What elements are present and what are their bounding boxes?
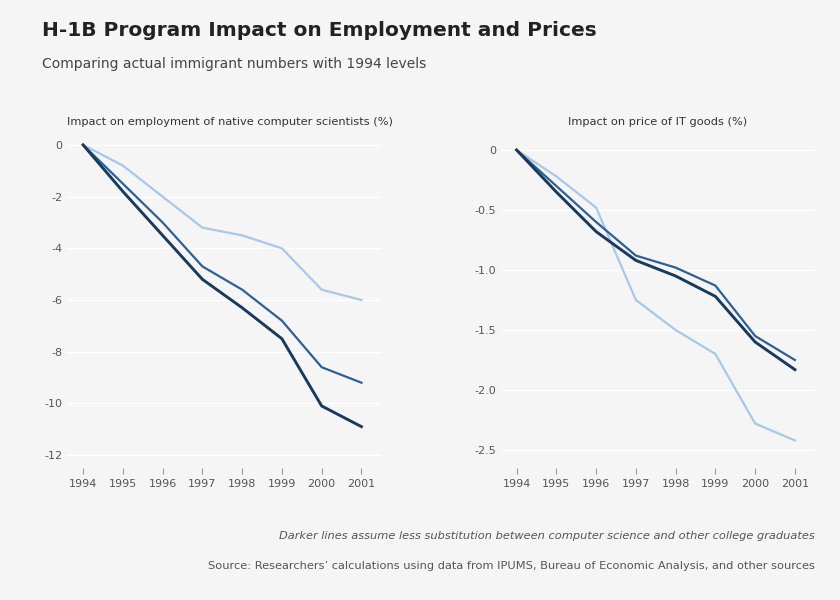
Text: H-1B Program Impact on Employment and Prices: H-1B Program Impact on Employment and Pr… — [42, 21, 596, 40]
Title: Impact on price of IT goods (%): Impact on price of IT goods (%) — [568, 117, 748, 127]
Text: Source: Researchers’ calculations using data from IPUMS, Bureau of Economic Anal: Source: Researchers’ calculations using … — [208, 561, 815, 571]
Text: Comparing actual immigrant numbers with 1994 levels: Comparing actual immigrant numbers with … — [42, 57, 426, 71]
Text: Darker lines assume less substitution between computer science and other college: Darker lines assume less substitution be… — [279, 531, 815, 541]
Text: Impact on employment of native computer scientists (%): Impact on employment of native computer … — [67, 117, 393, 127]
